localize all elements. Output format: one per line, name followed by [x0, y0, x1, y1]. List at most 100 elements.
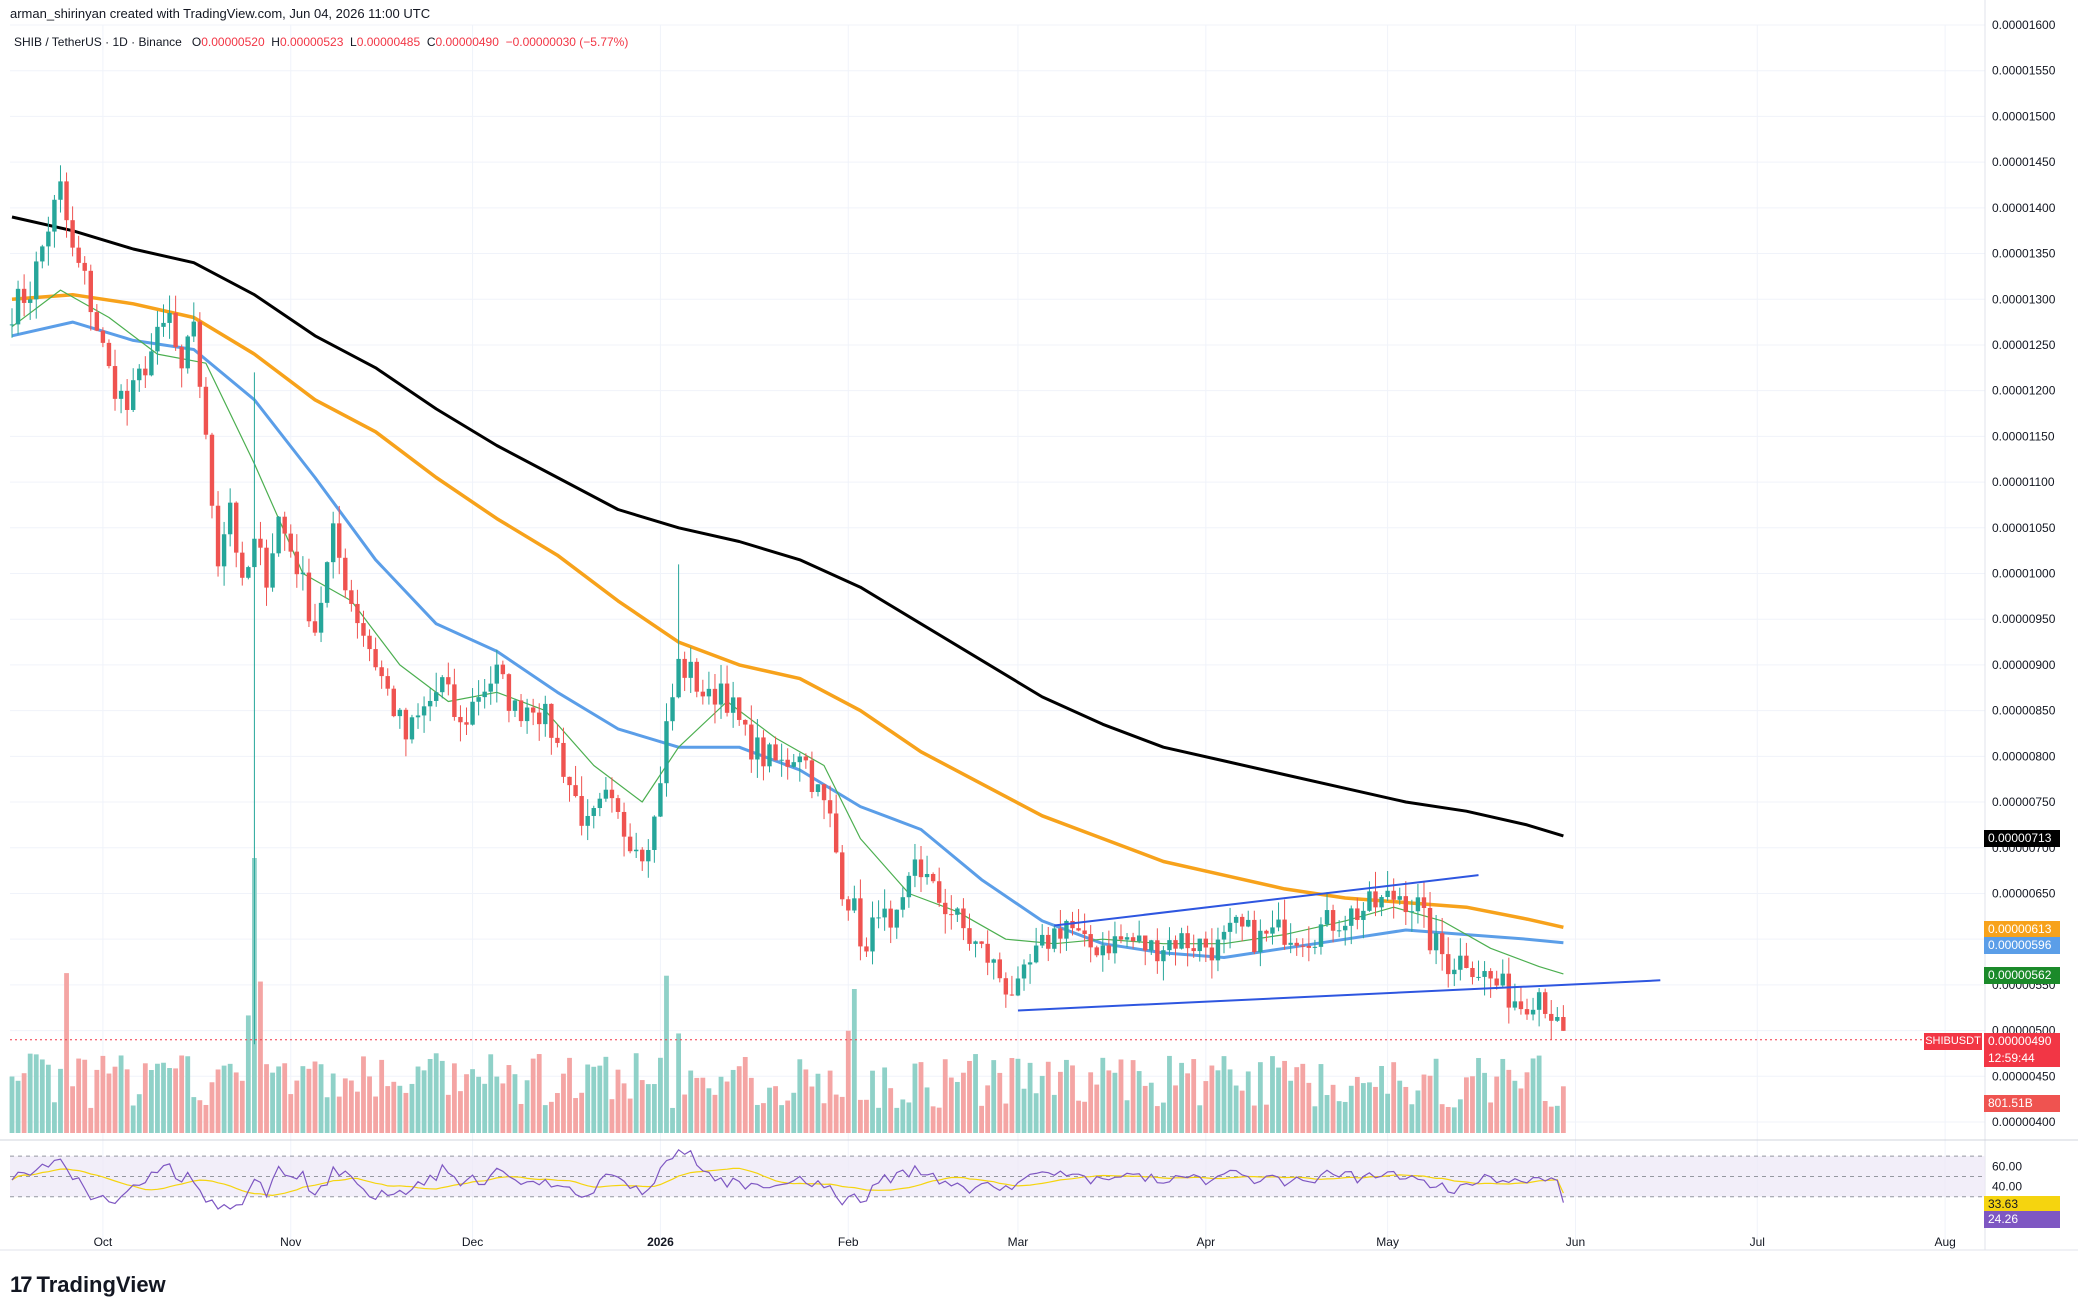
candle-body	[1215, 939, 1221, 961]
volume-bar	[185, 1056, 191, 1133]
volume-bar	[700, 1077, 706, 1133]
candle-body	[1149, 940, 1154, 951]
volume-bar	[1439, 1104, 1445, 1133]
volume-bar	[615, 1069, 621, 1133]
price-axis[interactable]: 0.00001600 0.00001550 0.00001500 0.00001450…	[1992, 18, 2056, 1194]
candle-body	[1524, 1009, 1530, 1015]
candle-body	[40, 246, 45, 262]
candle-body	[161, 322, 166, 327]
volume-bar	[918, 1062, 924, 1133]
volume-bar	[1088, 1072, 1094, 1133]
volume-bar	[433, 1053, 439, 1133]
candle-body	[918, 859, 924, 878]
candle-body	[15, 288, 21, 325]
volume-bar	[258, 981, 263, 1133]
volume-bar	[39, 1059, 45, 1133]
tradingview-logo[interactable]: 17 TradingView	[10, 1272, 166, 1298]
volume-bar	[76, 1058, 82, 1133]
volume-bar	[1130, 1060, 1136, 1133]
candle-body	[209, 434, 215, 506]
candle-body	[452, 684, 457, 717]
candle-body	[70, 220, 75, 248]
volume-bar	[845, 1030, 851, 1133]
rsi-line	[11, 1148, 1564, 1210]
volume-bar	[815, 1073, 821, 1133]
volume-bar	[1506, 1069, 1512, 1133]
candle-body	[1336, 930, 1342, 932]
candle-body	[755, 737, 760, 760]
volume-bar	[233, 1072, 239, 1133]
candle-body	[1318, 924, 1324, 947]
candle-body	[979, 941, 984, 944]
candle-body	[1536, 992, 1542, 1010]
volume-bar	[724, 1081, 730, 1133]
candle-body	[421, 706, 427, 716]
volume-bar	[191, 1097, 197, 1133]
candle-body	[397, 709, 403, 717]
volume-bar	[294, 1080, 300, 1133]
volume-bar	[1421, 1074, 1427, 1133]
candle-body	[76, 247, 81, 263]
candle-body	[1482, 971, 1487, 977]
volume-bar	[52, 1102, 57, 1133]
candle-body	[1373, 891, 1378, 908]
candle-body	[518, 700, 524, 722]
volume-bar	[1482, 1072, 1487, 1133]
time-tick-label: Jun	[1566, 1235, 1585, 1249]
time-axis[interactable]: Oct Nov Dec 2026 Feb Mar Apr May Jun Jul Aug	[94, 1235, 1956, 1249]
candle-body	[1288, 942, 1293, 945]
candle-body	[846, 899, 851, 911]
candle-body	[706, 688, 712, 697]
volume-bar	[942, 1059, 948, 1133]
volume-bar	[1209, 1065, 1215, 1133]
candle-body	[1003, 978, 1009, 995]
volume-bar	[1512, 1080, 1518, 1133]
volume-bar	[1045, 1061, 1051, 1133]
candle-body	[864, 946, 869, 952]
candle-body	[470, 701, 475, 725]
candle-body	[1197, 938, 1202, 952]
candle-body	[1233, 916, 1239, 923]
candle-body	[537, 712, 542, 725]
volume-bar	[1524, 1072, 1530, 1133]
candle-body	[985, 943, 990, 963]
candle-body	[82, 262, 87, 271]
volume-bar	[779, 1105, 785, 1133]
candle-body	[906, 875, 912, 898]
volume-badge: 801.51B	[1984, 1095, 2060, 1112]
candle-body	[1561, 1017, 1566, 1031]
volume-bar	[1245, 1071, 1251, 1133]
volume-bar	[94, 1069, 100, 1133]
candle-body	[240, 552, 245, 578]
volume-bar	[736, 1066, 742, 1133]
volume-bar	[573, 1098, 578, 1133]
candle-body	[1518, 1001, 1524, 1010]
volume-bar	[155, 1063, 160, 1133]
volume-bar	[742, 1056, 748, 1133]
candle-body	[234, 502, 239, 553]
volume-bar	[306, 1068, 312, 1133]
candle-body	[1009, 994, 1015, 996]
price-tick-label: 0.00001250	[1992, 338, 2056, 352]
close-value: 0.00000490	[435, 35, 499, 49]
candle-body	[646, 849, 651, 862]
candle-body	[427, 700, 433, 707]
candle-body	[203, 386, 209, 435]
candle-body	[52, 199, 57, 232]
candle-body	[694, 661, 699, 692]
candle-body	[1112, 936, 1118, 954]
volume-bar	[548, 1101, 554, 1133]
candle-body	[573, 785, 578, 797]
ma50-badge: 0.00000596	[1984, 937, 2060, 954]
volume-bar	[639, 1080, 645, 1133]
candle-body	[1312, 946, 1318, 948]
candle-body	[1246, 919, 1251, 927]
candle-body	[288, 533, 293, 552]
price-tick-label: 0.00001100	[1992, 475, 2055, 489]
candle-body	[870, 917, 875, 952]
volume-bar	[1500, 1058, 1506, 1133]
candle-body	[246, 567, 251, 578]
candle-body	[876, 917, 881, 919]
candle-body	[749, 724, 754, 760]
